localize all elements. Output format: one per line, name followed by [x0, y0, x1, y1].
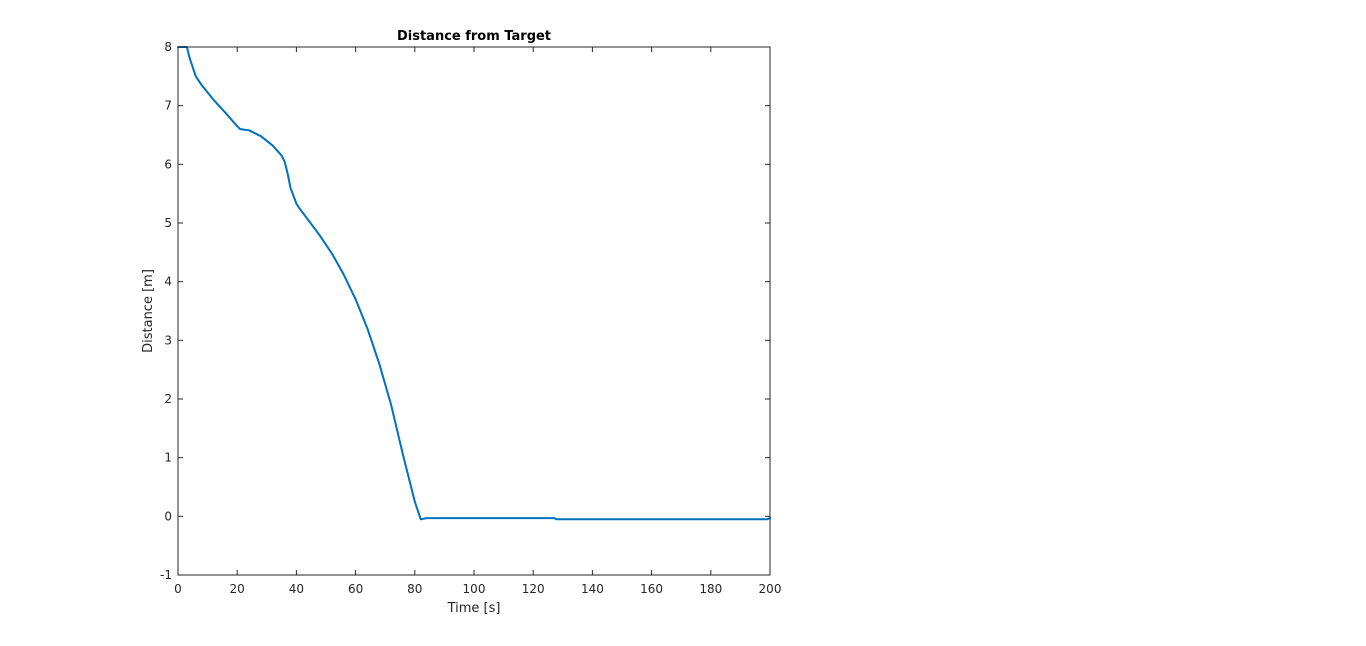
y-tick-label: 0 — [164, 509, 172, 523]
y-tick-label: 5 — [164, 216, 172, 230]
chart-title: Distance from Target — [397, 29, 551, 44]
x-tick-label: 20 — [230, 582, 245, 596]
x-tick-label: 100 — [463, 582, 486, 596]
y-tick-label: 7 — [164, 99, 172, 113]
y-tick-label: 4 — [164, 275, 172, 289]
y-tick-label: 1 — [164, 451, 172, 465]
x-tick-label: 140 — [581, 582, 604, 596]
x-tick-label: 120 — [522, 582, 545, 596]
y-axis-label: Distance [m] — [141, 269, 156, 353]
x-tick-label: 200 — [759, 582, 782, 596]
x-tick-label: 80 — [407, 582, 422, 596]
x-tick-label: 180 — [699, 582, 722, 596]
series-layer — [177, 46, 771, 521]
axes-box — [177, 46, 771, 576]
y-tick-label: 6 — [164, 157, 172, 171]
x-axis-label: Time [s] — [447, 601, 501, 616]
y-tick-label: 8 — [164, 40, 172, 54]
x-tick-label: 0 — [174, 582, 182, 596]
y-tick-label: -1 — [160, 568, 172, 582]
series-line-1 — [177, 46, 771, 521]
x-tick-label: 60 — [348, 582, 363, 596]
x-tick-label: 40 — [289, 582, 304, 596]
plot-area — [178, 47, 770, 575]
y-tick-label: 3 — [164, 333, 172, 347]
y-tick-label: 2 — [164, 392, 172, 406]
x-tick-label: 160 — [640, 582, 663, 596]
